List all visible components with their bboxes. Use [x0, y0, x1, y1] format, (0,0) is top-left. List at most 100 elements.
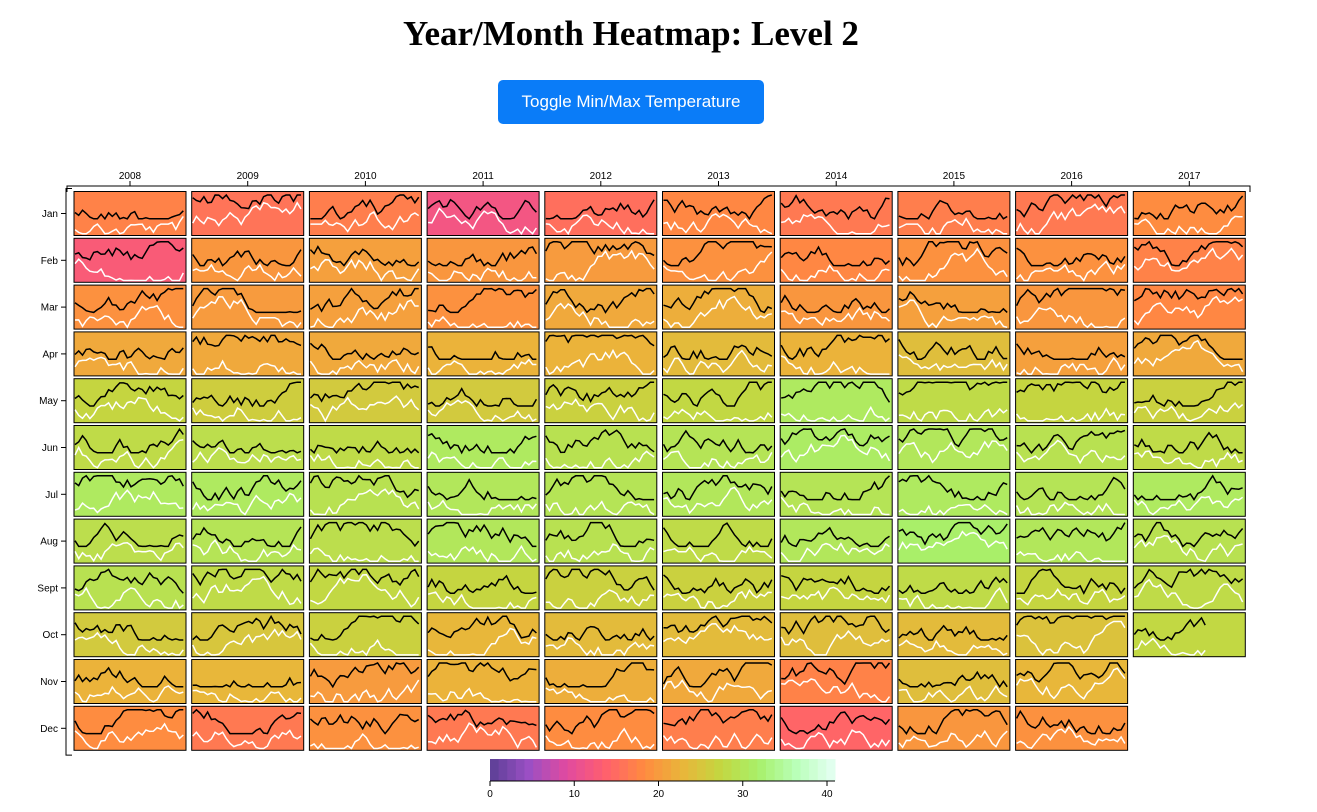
heatmap-cell-2017-jun[interactable] — [1132, 425, 1246, 470]
toggle-min-max-temperature-button[interactable]: Toggle Min/Max Temperature — [498, 80, 764, 124]
heatmap-cell-2013-sept[interactable] — [662, 565, 775, 611]
heatmap-cell-2009-feb[interactable] — [191, 237, 305, 283]
heatmap-cell-2013-dec[interactable] — [662, 705, 775, 751]
heatmap-cell-2009-sept[interactable] — [191, 565, 305, 611]
heatmap-cell-2010-mar[interactable] — [308, 284, 422, 330]
heatmap-cell-2014-dec[interactable] — [779, 705, 893, 751]
heatmap-cell-2017-oct[interactable] — [1132, 612, 1246, 658]
heatmap-cell-2017-jan[interactable] — [1132, 191, 1246, 236]
heatmap-cell-2014-jun[interactable] — [779, 425, 893, 470]
heatmap-cell-2013-feb[interactable] — [662, 237, 775, 283]
heatmap-cell-2012-apr[interactable] — [544, 331, 658, 377]
heatmap-cell-2009-may[interactable] — [191, 378, 305, 424]
heatmap-cell-2014-aug[interactable] — [779, 518, 893, 564]
heatmap-cell-2008-apr[interactable] — [73, 331, 187, 377]
heatmap-cell-2011-aug[interactable] — [426, 518, 540, 564]
heatmap-cell-2016-aug[interactable] — [1015, 518, 1129, 564]
heatmap-cell-2016-jul[interactable] — [1015, 471, 1129, 517]
heatmap-cell-2010-aug[interactable] — [308, 518, 422, 564]
heatmap-cell-2013-jul[interactable] — [662, 471, 775, 517]
heatmap-cell-2010-feb[interactable] — [308, 237, 422, 283]
heatmap-cell-2012-may[interactable] — [544, 378, 658, 424]
heatmap-cell-2012-oct[interactable] — [544, 612, 658, 658]
heatmap-cell-2012-feb[interactable] — [544, 237, 658, 283]
heatmap-cell-2009-oct[interactable] — [191, 612, 305, 658]
heatmap-cell-2012-nov[interactable] — [544, 659, 658, 704]
heatmap-cell-2011-apr[interactable] — [426, 331, 540, 377]
heatmap-cell-2017-sept[interactable] — [1132, 565, 1246, 611]
heatmap-cell-2012-jan[interactable] — [544, 191, 658, 236]
heatmap-cell-2016-sept[interactable] — [1015, 565, 1129, 611]
heatmap-cell-2017-feb[interactable] — [1132, 237, 1246, 283]
heatmap-cell-2016-feb[interactable] — [1015, 237, 1129, 283]
heatmap-cell-2014-nov[interactable] — [779, 659, 893, 704]
heatmap-cell-2009-aug[interactable] — [191, 518, 305, 564]
heatmap-cell-2011-dec[interactable] — [426, 705, 540, 751]
heatmap-cell-2008-feb[interactable] — [73, 237, 187, 283]
heatmap-cell-2011-jun[interactable] — [426, 425, 540, 470]
heatmap-cell-2009-jul[interactable] — [191, 471, 305, 517]
heatmap-cell-2010-dec[interactable] — [308, 705, 422, 751]
heatmap-cell-2017-apr[interactable] — [1132, 331, 1246, 377]
heatmap-cell-2015-sept[interactable] — [897, 565, 1011, 611]
heatmap-cell-2015-dec[interactable] — [897, 705, 1011, 751]
heatmap-cell-2015-feb[interactable] — [897, 237, 1011, 283]
heatmap-cell-2009-mar[interactable] — [191, 284, 305, 330]
heatmap-cell-2012-jul[interactable] — [544, 471, 658, 517]
heatmap-cell-2014-sept[interactable] — [779, 565, 893, 611]
heatmap-cell-2008-jan[interactable] — [73, 191, 187, 236]
heatmap-cell-2009-nov[interactable] — [191, 659, 305, 704]
heatmap-cell-2008-sept[interactable] — [73, 565, 187, 611]
heatmap-cell-2011-nov[interactable] — [426, 659, 540, 704]
heatmap-cell-2010-jan[interactable] — [308, 191, 422, 236]
heatmap-cell-2011-jan[interactable] — [426, 191, 540, 236]
heatmap-cell-2017-may[interactable] — [1132, 378, 1246, 424]
heatmap-cell-2013-may[interactable] — [662, 378, 775, 424]
heatmap-cell-2008-mar[interactable] — [73, 284, 187, 330]
heatmap-cell-2011-sept[interactable] — [426, 565, 540, 611]
heatmap-cell-2010-sept[interactable] — [308, 565, 422, 611]
heatmap-cell-2010-oct[interactable] — [308, 612, 422, 658]
heatmap-cell-2010-nov[interactable] — [308, 659, 422, 704]
heatmap-cell-2014-may[interactable] — [779, 378, 893, 424]
heatmap-cell-2010-jun[interactable] — [308, 425, 422, 470]
heatmap-cell-2008-may[interactable] — [73, 378, 187, 424]
heatmap-cell-2015-oct[interactable] — [897, 612, 1011, 658]
heatmap-cell-2008-dec[interactable] — [73, 705, 187, 751]
heatmap-cell-2011-oct[interactable] — [426, 612, 540, 658]
heatmap-cell-2016-oct[interactable] — [1015, 612, 1129, 658]
heatmap-cell-2012-jun[interactable] — [544, 425, 658, 470]
heatmap-cell-2011-feb[interactable] — [426, 237, 540, 283]
heatmap-cell-2012-mar[interactable] — [544, 284, 658, 330]
heatmap-cell-2008-nov[interactable] — [73, 659, 187, 704]
heatmap-cell-2017-jul[interactable] — [1132, 471, 1246, 517]
heatmap-cell-2016-jun[interactable] — [1015, 425, 1129, 470]
heatmap-cell-2011-may[interactable] — [426, 378, 540, 424]
heatmap-cell-2016-mar[interactable] — [1015, 284, 1129, 330]
heatmap-cell-2016-dec[interactable] — [1015, 705, 1129, 751]
heatmap-cell-2016-jan[interactable] — [1015, 191, 1129, 236]
heatmap-cell-2012-dec[interactable] — [544, 705, 658, 751]
heatmap-cell-2015-aug[interactable] — [897, 518, 1011, 564]
heatmap-cell-2016-apr[interactable] — [1015, 331, 1129, 377]
heatmap-cell-2014-jul[interactable] — [779, 471, 893, 517]
heatmap-cell-2009-dec[interactable] — [191, 705, 305, 751]
heatmap-cell-2016-may[interactable] — [1015, 378, 1129, 424]
heatmap-cell-2009-apr[interactable] — [191, 331, 305, 377]
heatmap-cell-2013-jun[interactable] — [662, 425, 775, 470]
heatmap-cell-2015-jul[interactable] — [897, 471, 1011, 517]
heatmap-cell-2012-sept[interactable] — [544, 565, 658, 611]
heatmap-cell-2017-mar[interactable] — [1132, 284, 1246, 330]
heatmap-cell-2015-may[interactable] — [897, 378, 1011, 424]
heatmap-cell-2011-jul[interactable] — [426, 471, 540, 517]
heatmap-cell-2013-nov[interactable] — [662, 659, 775, 704]
heatmap-cell-2008-oct[interactable] — [73, 612, 187, 658]
heatmap-cell-2008-jul[interactable] — [73, 471, 187, 517]
heatmap-cell-2013-mar[interactable] — [662, 284, 775, 330]
heatmap-cell-2015-apr[interactable] — [897, 331, 1011, 377]
heatmap-cell-2014-apr[interactable] — [779, 331, 893, 377]
heatmap-cell-2015-mar[interactable] — [897, 284, 1011, 330]
heatmap-cell-2014-mar[interactable] — [779, 284, 893, 330]
heatmap-cell-2013-aug[interactable] — [662, 518, 775, 564]
heatmap-cell-2011-mar[interactable] — [426, 284, 540, 330]
